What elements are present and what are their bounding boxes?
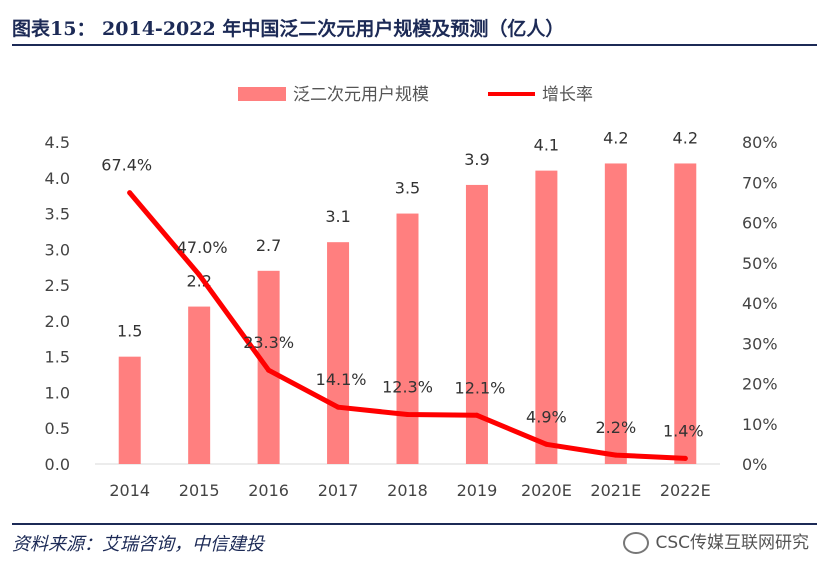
- x-tick-label: 2017: [318, 481, 359, 500]
- growth-point: [682, 455, 688, 461]
- y-right-tick-label: 30%: [742, 334, 778, 353]
- bar-value-label: 4.2: [603, 128, 628, 147]
- growth-value-label: 4.9%: [526, 407, 567, 426]
- bar-value-label: 3.1: [325, 207, 350, 226]
- bar-value-label: 4.2: [673, 128, 698, 147]
- y-right-tick-label: 80%: [742, 133, 778, 152]
- growth-value-label: 47.0%: [177, 238, 228, 257]
- source-note: 资料来源：艾瑞咨询，中信建投: [12, 534, 264, 555]
- bar-series: 1.52.22.73.13.53.94.1 4.2 4.2: [117, 128, 698, 464]
- growth-point: [127, 190, 133, 196]
- growth-point: [335, 404, 341, 410]
- y-left-tick-label: 4.5: [45, 133, 70, 152]
- y-right-tick-label: 70%: [742, 173, 778, 192]
- bar-value-label: 3.9: [464, 150, 489, 169]
- y-right-tick-label: 0%: [742, 455, 767, 474]
- legend-bar-swatch: [238, 87, 286, 101]
- y-left-tick-label: 4.0: [45, 169, 70, 188]
- x-tick-label: 2015: [179, 481, 220, 500]
- x-tick-label: 2022E: [660, 481, 711, 500]
- growth-point: [613, 452, 619, 458]
- y-left-tick-label: 1.0: [45, 383, 70, 402]
- y-right-tick-label: 10%: [742, 415, 778, 434]
- y-axis-left: 0.0 0.5 1.0 1.5 2.0 2.5 3.0 3.5 4.0 4.5: [45, 133, 70, 474]
- bar-value-label: 3.5: [395, 179, 420, 198]
- x-tick-label: 2021E: [590, 481, 641, 500]
- x-tick-label: 2019: [457, 481, 498, 500]
- legend: 泛二次元用户规模 增长率: [238, 85, 593, 105]
- y-left-tick-label: 3.0: [45, 240, 70, 259]
- x-tick-label: 2016: [248, 481, 289, 500]
- bar-value-label: 4.1: [534, 136, 559, 155]
- legend-bar-label: 泛二次元用户规模: [293, 85, 429, 105]
- growth-value-label: 1.4%: [663, 421, 704, 440]
- growth-point: [266, 367, 272, 373]
- y-left-tick-label: 2.5: [45, 276, 70, 295]
- bar-value-label: 2.7: [256, 236, 281, 255]
- bar-value-label: 1.5: [117, 322, 142, 341]
- growth-point: [543, 441, 549, 447]
- footer-rule: [12, 523, 817, 525]
- bar: [327, 242, 350, 464]
- growth-point: [196, 272, 202, 278]
- growth-point: [474, 412, 480, 418]
- bar: [674, 163, 697, 464]
- y-left-tick-label: 3.5: [45, 205, 70, 224]
- bar: [188, 306, 211, 464]
- wechat-icon: [623, 532, 650, 554]
- growth-value-label: 12.3%: [382, 377, 433, 396]
- growth-value-label: 12.1%: [455, 378, 506, 397]
- growth-value-label: 14.1%: [316, 370, 367, 389]
- x-tick-label: 2014: [109, 481, 150, 500]
- y-left-tick-label: 2.0: [45, 312, 70, 331]
- watermark-text: CSC传媒互联网研究: [655, 533, 809, 553]
- y-axis-right: 0% 10% 20% 30% 40% 50% 60% 70% 80%: [742, 133, 778, 474]
- growth-line-series: 67.4% 47.0% 23.3% 14.1% 12.3% 12.1% 4.9% 2.2% 1.…: [101, 156, 704, 461]
- watermark: CSC传媒互联网研究: [623, 528, 809, 554]
- y-right-tick-label: 20%: [742, 375, 778, 394]
- x-axis: 2014 2015 2016 2017 2018 2019 2020E 2021E 2022E: [109, 481, 710, 500]
- legend-line-label: 增长率: [542, 85, 593, 105]
- bar: [604, 163, 627, 464]
- bar: [118, 356, 141, 464]
- title-underline: [12, 44, 817, 46]
- bar: [535, 170, 558, 464]
- growth-point: [405, 411, 410, 417]
- x-tick-label: 2020E: [521, 481, 572, 500]
- x-tick-label: 2018: [387, 481, 428, 500]
- growth-value-label: 2.2%: [596, 418, 637, 437]
- y-right-tick-label: 50%: [742, 254, 778, 273]
- growth-value-label: 23.3%: [243, 333, 294, 352]
- y-left-tick-label: 0.5: [45, 419, 70, 438]
- y-left-tick-label: 1.5: [45, 348, 70, 367]
- y-right-tick-label: 60%: [742, 214, 778, 233]
- y-left-tick-label: 0.0: [45, 455, 70, 474]
- growth-value-label: 67.4%: [101, 156, 152, 175]
- bar: [396, 213, 419, 464]
- chart-title: 图表15： 2014-2022 年中国泛二次元用户规模及预测（亿人）: [12, 18, 565, 40]
- y-right-tick-label: 40%: [742, 294, 778, 313]
- chart-canvas: 泛二次元用户规模 增长率 0.0 0.5 1.0 1.5 2.0 2.5 3.0 3.5 4.0…: [45, 85, 778, 500]
- bar: [465, 184, 488, 464]
